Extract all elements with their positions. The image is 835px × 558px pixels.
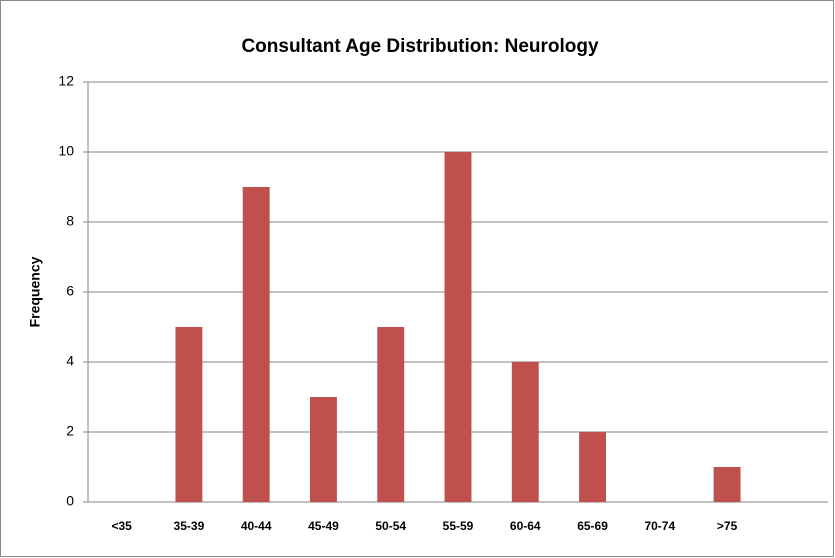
y-tick-label: 6	[66, 283, 74, 299]
x-tick-label: 70-74	[644, 519, 675, 533]
y-tick-label: 2	[66, 423, 74, 439]
y-tick-label: 8	[66, 213, 74, 229]
x-tick-label: >75	[717, 519, 738, 533]
x-tick-label: 55-59	[443, 519, 474, 533]
y-tick-label: 4	[66, 353, 74, 369]
bar	[310, 397, 337, 502]
bar	[377, 327, 405, 502]
x-tick-label: 40-44	[241, 519, 272, 533]
chart-title: Consultant Age Distribution: Neurology	[241, 36, 599, 57]
y-tick-label: 0	[66, 493, 74, 509]
bar	[713, 467, 741, 502]
x-tick-label: 50-54	[375, 519, 406, 533]
x-tick-label: 65-69	[577, 519, 608, 533]
x-tick-label: 60-64	[510, 519, 541, 533]
x-tick-label: 35-39	[174, 519, 205, 533]
bar	[175, 327, 203, 502]
y-tick-label: 10	[58, 143, 74, 159]
bar	[579, 432, 606, 502]
bar	[444, 152, 472, 502]
bar	[511, 362, 539, 502]
x-tick-label: 45-49	[308, 519, 339, 533]
bar	[242, 187, 270, 502]
y-axis-label: Frequency	[27, 256, 43, 327]
y-tick-label: 12	[58, 73, 74, 89]
x-tick-label: <35	[111, 519, 132, 533]
